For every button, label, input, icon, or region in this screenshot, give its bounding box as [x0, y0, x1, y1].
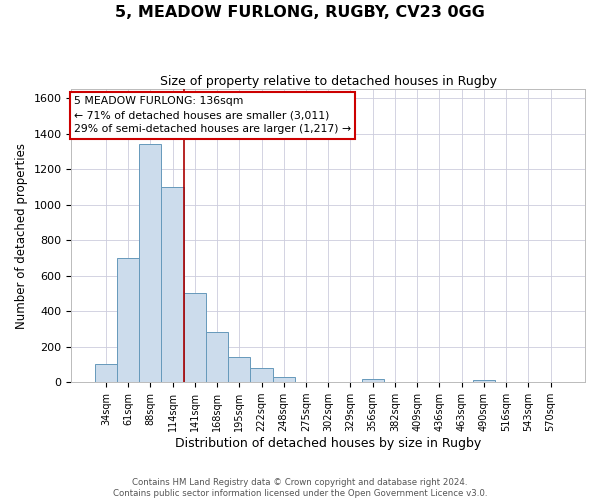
Bar — [184, 294, 206, 382]
Y-axis label: Number of detached properties: Number of detached properties — [15, 142, 28, 328]
Bar — [250, 368, 272, 382]
Bar — [139, 144, 161, 382]
X-axis label: Distribution of detached houses by size in Rugby: Distribution of detached houses by size … — [175, 437, 481, 450]
Bar — [362, 378, 384, 382]
Bar — [272, 377, 295, 382]
Bar — [161, 187, 184, 382]
Bar — [95, 364, 117, 382]
Bar — [228, 358, 250, 382]
Text: 5, MEADOW FURLONG, RUGBY, CV23 0GG: 5, MEADOW FURLONG, RUGBY, CV23 0GG — [115, 5, 485, 20]
Bar — [117, 258, 139, 382]
Bar — [473, 380, 495, 382]
Text: Contains HM Land Registry data © Crown copyright and database right 2024.
Contai: Contains HM Land Registry data © Crown c… — [113, 478, 487, 498]
Bar — [206, 332, 228, 382]
Title: Size of property relative to detached houses in Rugby: Size of property relative to detached ho… — [160, 75, 497, 88]
Text: 5 MEADOW FURLONG: 136sqm
← 71% of detached houses are smaller (3,011)
29% of sem: 5 MEADOW FURLONG: 136sqm ← 71% of detach… — [74, 96, 351, 134]
